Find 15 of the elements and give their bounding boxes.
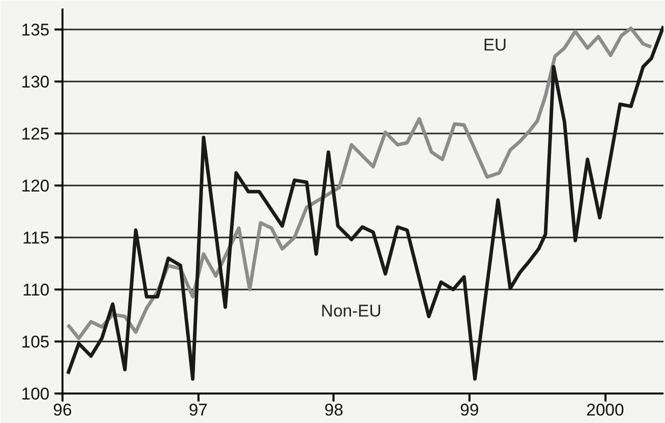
x-tick-label: 99 xyxy=(460,400,479,420)
y-tick-label: 125 xyxy=(21,124,50,144)
y-tick-label: 130 xyxy=(21,72,50,92)
y-tick-label: 100 xyxy=(21,384,50,404)
y-tick-label: 135 xyxy=(21,20,50,40)
series-label: Non-EU xyxy=(320,301,382,320)
x-tick-label: 97 xyxy=(188,400,208,420)
text: EU xyxy=(483,36,507,55)
x-tick-label: 2000 xyxy=(586,400,624,420)
x-tick-label: 98 xyxy=(324,400,344,420)
y-tick-label: 120 xyxy=(21,176,50,196)
y-tick-label: 105 xyxy=(21,332,50,352)
x-tick-label: 96 xyxy=(53,400,72,420)
y-tick-label: 115 xyxy=(22,228,50,248)
y-tick-label: 110 xyxy=(22,280,50,300)
